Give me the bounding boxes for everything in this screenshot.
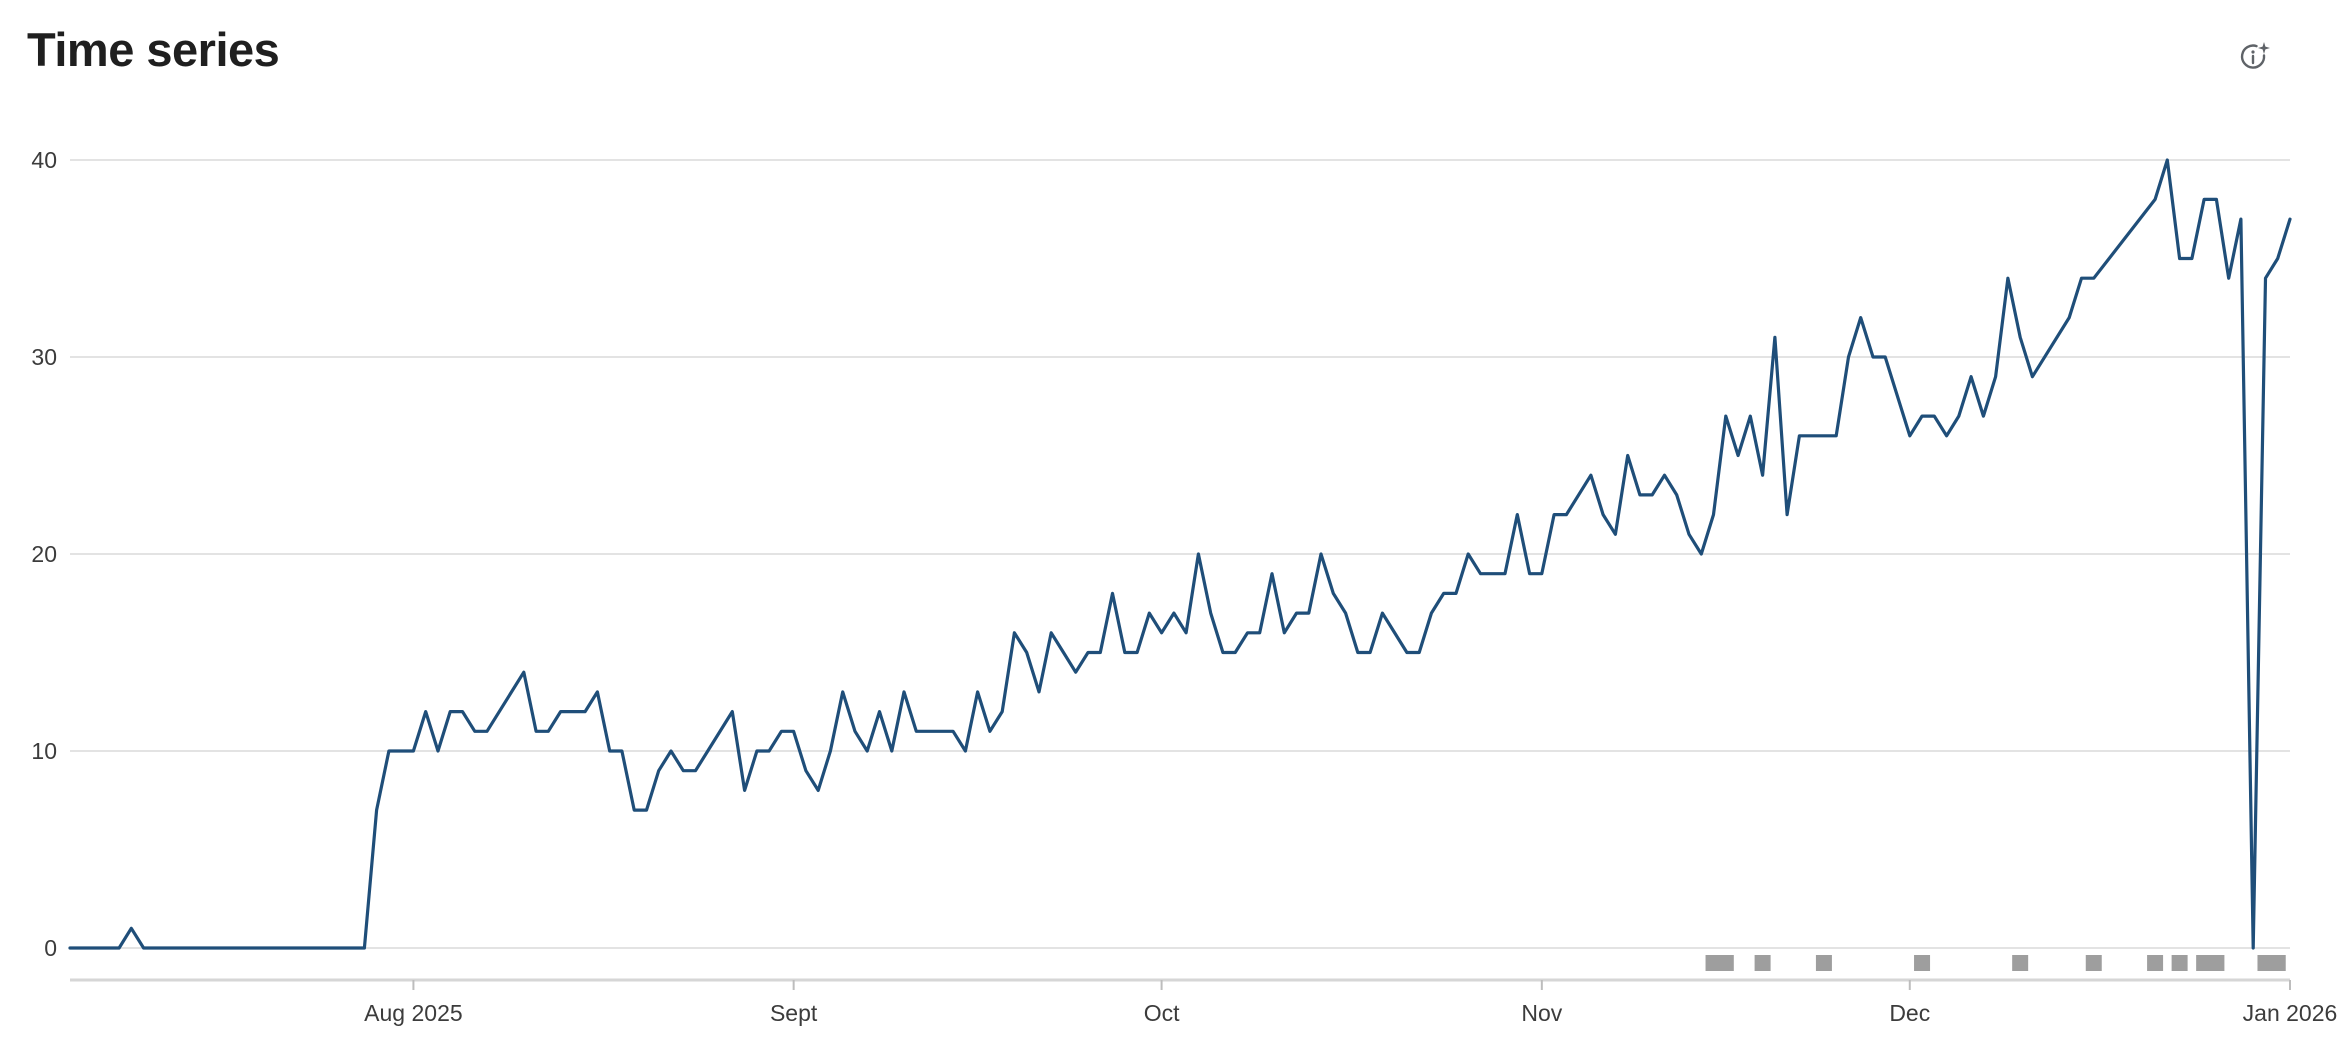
event-marker bbox=[2147, 955, 2164, 971]
x-axis-ticks: Aug 2025 Sept Oct Nov Dec Jan 2026 bbox=[364, 980, 2337, 1026]
event-marker bbox=[2196, 955, 2213, 971]
x-tick-label: Oct bbox=[1144, 1000, 1180, 1026]
event-marker bbox=[2208, 955, 2225, 971]
event-marker bbox=[2171, 955, 2188, 971]
y-tick-label: 30 bbox=[31, 344, 57, 370]
y-tick-label: 40 bbox=[31, 147, 57, 173]
x-tick-label: Aug 2025 bbox=[364, 1000, 462, 1026]
grid-lines bbox=[70, 159, 2290, 949]
y-axis-labels: 0 10 20 30 40 bbox=[31, 147, 57, 961]
series-layer bbox=[68, 158, 2292, 950]
event-marker bbox=[1705, 955, 1722, 971]
event-marker bbox=[2012, 955, 2029, 971]
event-marker bbox=[1717, 955, 1734, 971]
event-marker bbox=[1815, 955, 1832, 971]
event-marker bbox=[2269, 955, 2286, 971]
x-tick-label: Nov bbox=[1521, 1000, 1562, 1026]
x-tick-label: Jan 2026 bbox=[2243, 1000, 2338, 1026]
x-tick-label: Dec bbox=[1889, 1000, 1930, 1026]
event-marker bbox=[1754, 955, 1771, 971]
chart-title: Time series bbox=[27, 23, 280, 76]
event-marker bbox=[1914, 955, 1931, 971]
event-marker bbox=[2257, 955, 2274, 971]
y-tick-label: 20 bbox=[31, 541, 57, 567]
info-sparkle-button[interactable] bbox=[2232, 34, 2278, 80]
event-marker bbox=[2085, 955, 2102, 971]
y-tick-label: 0 bbox=[44, 935, 57, 961]
y-tick-label: 10 bbox=[31, 738, 57, 764]
event-markers bbox=[1705, 955, 2286, 971]
x-tick-label: Sept bbox=[770, 1000, 818, 1026]
info-sparkle-icon bbox=[2240, 42, 2270, 69]
